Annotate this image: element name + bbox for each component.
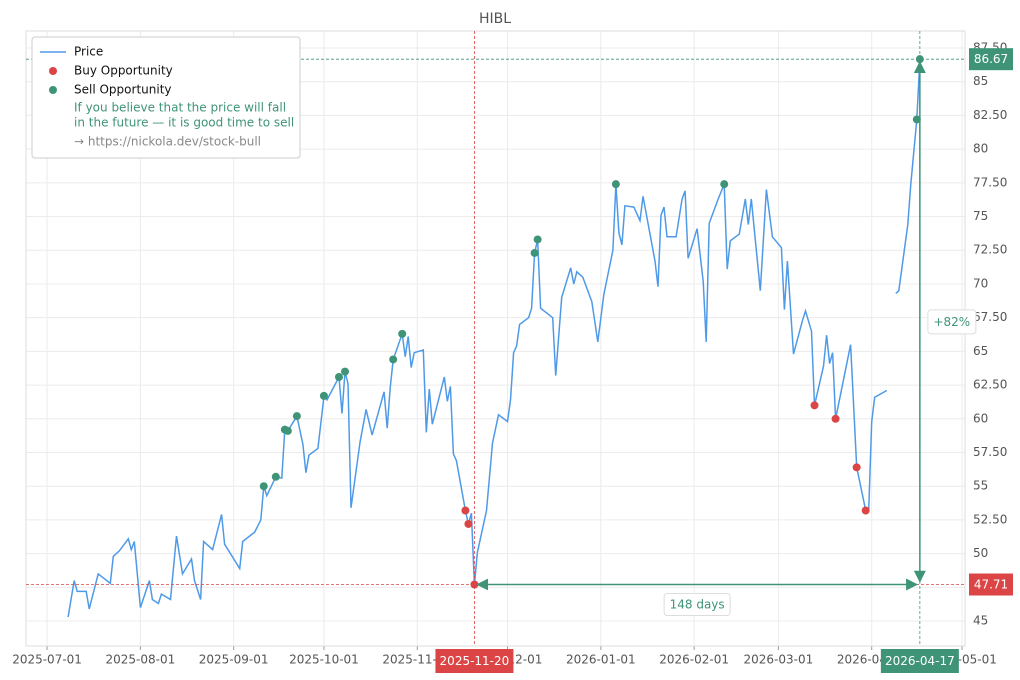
x-tick-label: 2025-10-01 xyxy=(289,653,359,667)
x-tick-label: 2025-07-01 xyxy=(12,653,82,667)
y-tick-label: 82.50 xyxy=(973,108,1007,122)
legend-note: → https://nickola.dev/stock-bull xyxy=(74,135,261,149)
signal-point xyxy=(259,482,268,491)
annotation: 148 days xyxy=(670,598,725,612)
value-badge xyxy=(969,573,1013,596)
signal-point xyxy=(283,426,292,435)
value-badge-label: 86.67 xyxy=(974,52,1008,66)
y-tick-label: 52.50 xyxy=(973,512,1007,526)
signal-point xyxy=(461,506,470,515)
value-badge xyxy=(969,48,1013,71)
signal-point xyxy=(810,401,819,410)
value-badge-label: 47.71 xyxy=(974,578,1008,592)
legend-swatch xyxy=(49,86,57,94)
legend-label: Sell Opportunity xyxy=(74,83,172,97)
date-badge-label: 2025-11-20 xyxy=(440,654,510,668)
signal-point xyxy=(389,355,398,364)
x-tick-label: 2025-08-01 xyxy=(105,653,175,667)
x-tick-label: 2025-11-01 xyxy=(382,653,452,667)
y-tick-label: 55 xyxy=(973,479,988,493)
signal-point xyxy=(720,180,729,189)
y-tick-label: 70 xyxy=(973,276,988,290)
legend-swatch xyxy=(49,67,57,75)
signal-point xyxy=(915,55,924,64)
y-tick-label: 75 xyxy=(973,209,988,223)
y-tick-label: 65 xyxy=(973,344,988,358)
signal-point xyxy=(464,519,473,528)
signal-point xyxy=(611,180,620,189)
date-badge-label: 2026-04-17 xyxy=(885,654,955,668)
y-tick-label: 60 xyxy=(973,411,988,425)
signal-point xyxy=(533,235,542,244)
x-tick-label: 2026-02-01 xyxy=(659,653,729,667)
x-tick-label: 2025-09-01 xyxy=(199,653,269,667)
signal-point xyxy=(398,329,407,338)
signal-point xyxy=(319,391,328,400)
x-tick-label: 2026-03-01 xyxy=(744,653,814,667)
signal-point xyxy=(852,463,861,472)
signal-point xyxy=(335,372,343,381)
x-tick-label: 2026-01-01 xyxy=(566,653,636,667)
y-tick-label: 77.50 xyxy=(973,175,1007,189)
y-tick-label: 80 xyxy=(973,142,988,156)
legend-label: Buy Opportunity xyxy=(74,64,173,78)
chart-title: HIBL xyxy=(479,11,511,27)
legend-label: Price xyxy=(74,45,103,59)
y-tick-label: 45 xyxy=(973,614,988,628)
signal-point xyxy=(530,248,539,257)
date-badge xyxy=(880,649,959,673)
y-tick-label: 72.50 xyxy=(973,243,1007,257)
signal-point xyxy=(341,367,350,376)
annotation-box xyxy=(927,309,977,335)
date-badge xyxy=(435,649,514,673)
y-tick-label: 62.50 xyxy=(973,378,1007,392)
annotation: +82% xyxy=(933,315,970,329)
signal-point xyxy=(861,506,870,515)
legend-note: If you believe that the price will fall xyxy=(74,101,286,115)
y-tick-label: 57.50 xyxy=(973,445,1007,459)
signal-point xyxy=(292,412,301,421)
plot-frame xyxy=(25,30,966,647)
y-tick-label: 67.50 xyxy=(973,310,1007,324)
legend-note: in the future — it is good time to sell xyxy=(74,116,294,130)
annotation-box xyxy=(663,593,731,617)
y-tick-label: 50 xyxy=(973,546,988,560)
signal-point xyxy=(470,580,479,589)
signal-point xyxy=(831,414,840,423)
y-tick-label: 85 xyxy=(973,74,988,88)
legend-box xyxy=(31,36,301,159)
signal-point xyxy=(271,472,280,481)
